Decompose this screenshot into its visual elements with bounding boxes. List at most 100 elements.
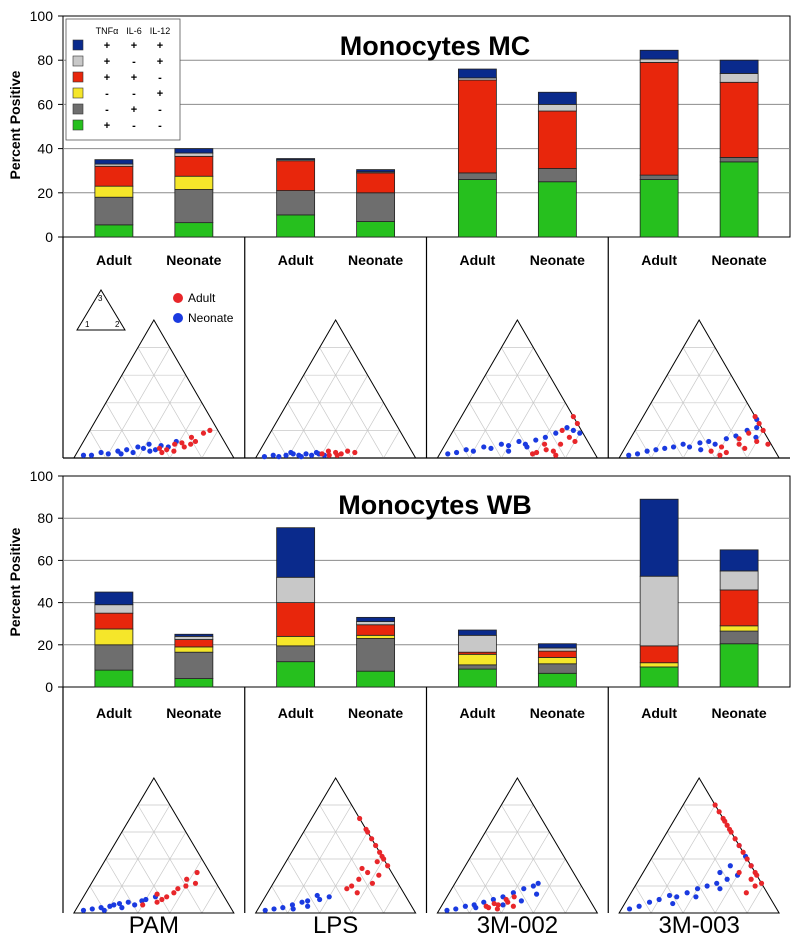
scatter-point-adult bbox=[373, 842, 379, 849]
chart-title: Monocytes MC bbox=[340, 31, 531, 61]
scatter-point-adult bbox=[374, 859, 380, 865]
scatter-point-neonate bbox=[505, 442, 512, 449]
scatter-point-adult bbox=[179, 440, 185, 446]
bar-segment bbox=[537, 672, 577, 688]
ternary-plot bbox=[618, 777, 781, 914]
scatter-point-neonate bbox=[140, 445, 147, 451]
scatter-point-neonate bbox=[686, 444, 693, 450]
legend-header: TNFα bbox=[96, 26, 119, 36]
bar-segment bbox=[639, 62, 679, 176]
scatter-point-neonate bbox=[80, 452, 87, 458]
ternary-outline bbox=[72, 777, 235, 914]
bar-segment bbox=[719, 630, 759, 645]
scatter-point-adult bbox=[754, 438, 760, 445]
bar-segment bbox=[356, 670, 396, 688]
scatter-point-adult bbox=[385, 863, 391, 869]
bar-segment bbox=[276, 661, 316, 688]
bar-segment bbox=[639, 498, 679, 577]
scatter-point-adult bbox=[192, 880, 199, 886]
scatter-point-neonate bbox=[111, 902, 117, 908]
scatter-point-neonate bbox=[303, 451, 309, 457]
bar-segment bbox=[457, 172, 497, 180]
bar-segment bbox=[457, 179, 497, 238]
scatter-point-neonate bbox=[521, 886, 527, 892]
ternary-gridline bbox=[303, 375, 352, 459]
scatter-point-neonate bbox=[463, 447, 469, 453]
scatter-point-neonate bbox=[271, 906, 277, 912]
scatter-point-neonate bbox=[132, 902, 138, 908]
scatter-point-adult bbox=[483, 903, 489, 909]
scatter-point-adult bbox=[723, 449, 729, 456]
y-tick-label: 80 bbox=[37, 52, 53, 68]
scatter-point-neonate bbox=[670, 900, 676, 907]
scatter-point-neonate bbox=[500, 902, 506, 908]
y-tick-label: 20 bbox=[37, 637, 53, 653]
bar-segment bbox=[94, 612, 134, 630]
group-label-adult: Adult bbox=[641, 252, 677, 268]
bar-segment bbox=[457, 634, 497, 653]
ternary-gridline bbox=[319, 375, 368, 459]
legend-mark: - bbox=[132, 88, 136, 100]
scatter-point-neonate bbox=[143, 896, 149, 903]
legend-mark: + bbox=[104, 40, 110, 52]
scatter-legend-marker bbox=[173, 293, 183, 303]
scatter-point-adult bbox=[754, 872, 760, 878]
scatter-point-adult bbox=[192, 438, 199, 445]
scatter-point-neonate bbox=[644, 448, 650, 454]
ternary-gridline bbox=[501, 347, 566, 459]
scatter-point-neonate bbox=[488, 445, 494, 451]
legend-swatch bbox=[72, 55, 84, 67]
scatter-point-neonate bbox=[125, 899, 131, 905]
scatter-point-adult bbox=[183, 883, 189, 889]
group-label-neonate: Neonate bbox=[348, 705, 403, 721]
triangle-key-vertex: 1 bbox=[85, 320, 90, 329]
bar-chart-mc: 0 20 40 60 80 100 Percent Positive Monocytes MC… bbox=[7, 8, 791, 460]
group-label-adult: Adult bbox=[278, 705, 314, 721]
ternary-outline bbox=[73, 319, 235, 459]
scatter-point-neonate bbox=[530, 883, 536, 889]
bar-segment bbox=[537, 181, 577, 238]
legend-mark: - bbox=[158, 120, 162, 132]
scatter-point-neonate bbox=[309, 452, 315, 458]
scatter-point-adult bbox=[344, 886, 350, 892]
chart-title: Monocytes WB bbox=[338, 490, 532, 520]
scatter-point-adult bbox=[574, 420, 580, 427]
scatter-point-adult bbox=[553, 452, 559, 458]
bar-segment bbox=[174, 635, 214, 640]
scatter-point-neonate bbox=[570, 427, 576, 433]
bar-segment bbox=[457, 68, 497, 79]
scatter-point-adult bbox=[724, 822, 730, 828]
bar-segment bbox=[537, 663, 577, 674]
ternary-gridline bbox=[746, 885, 764, 914]
bar-segment bbox=[719, 549, 759, 572]
bar-segment bbox=[174, 639, 214, 648]
scatter-point-neonate bbox=[105, 451, 111, 457]
scatter-point-neonate bbox=[553, 430, 559, 436]
ternary-gridline bbox=[453, 885, 470, 914]
triangle-key-vertex: 3 bbox=[98, 294, 103, 303]
y-axis-label: Percent Positive bbox=[7, 527, 23, 636]
bar-segment bbox=[174, 155, 214, 177]
scatter-point-adult bbox=[495, 902, 501, 908]
stimulus-label: PAM bbox=[129, 912, 179, 937]
ternary-gridline bbox=[682, 831, 732, 914]
ternary-gridline bbox=[201, 430, 219, 459]
ternary-gridline bbox=[565, 885, 582, 914]
bar-segment bbox=[356, 616, 396, 622]
scatter-point-neonate bbox=[533, 891, 540, 897]
group-label-adult: Adult bbox=[641, 705, 677, 721]
scatter-point-adult bbox=[722, 818, 728, 824]
bar-segment bbox=[537, 104, 577, 112]
scatter-point-adult bbox=[345, 448, 351, 454]
group-label-neonate: Neonate bbox=[530, 705, 585, 721]
scatter-point-adult bbox=[736, 869, 742, 876]
ternary-gridline bbox=[650, 347, 716, 459]
scatter-legend: Adult Neonate bbox=[173, 291, 234, 325]
scatter-point-neonate bbox=[88, 452, 95, 458]
bar-segment bbox=[174, 678, 214, 688]
bar-segment bbox=[174, 148, 214, 154]
bar-segment bbox=[537, 650, 577, 658]
y-tick-label: 60 bbox=[37, 96, 53, 112]
group-label-adult: Adult bbox=[96, 705, 132, 721]
scatter-point-adult bbox=[718, 444, 725, 450]
